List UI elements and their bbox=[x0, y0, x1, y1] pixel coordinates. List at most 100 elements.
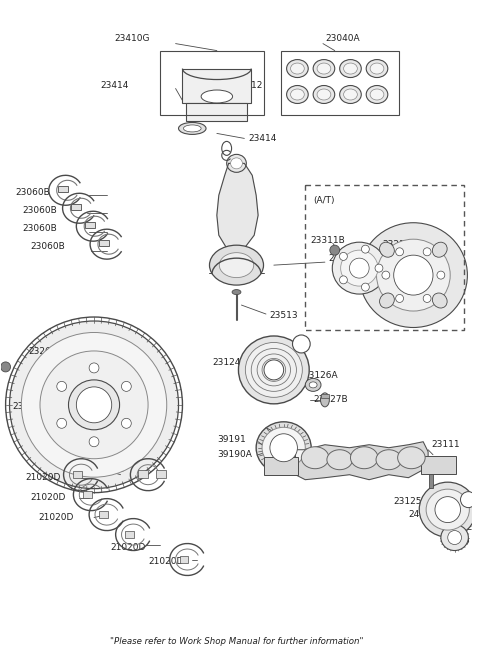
Ellipse shape bbox=[262, 427, 305, 468]
Text: 23060B: 23060B bbox=[22, 206, 57, 215]
Ellipse shape bbox=[340, 60, 361, 77]
Bar bbox=[99, 240, 109, 246]
Circle shape bbox=[0, 362, 11, 372]
Bar bbox=[160, 50, 264, 115]
Ellipse shape bbox=[245, 343, 302, 398]
Text: 23311B: 23311B bbox=[310, 236, 345, 245]
Text: 23414: 23414 bbox=[100, 81, 129, 90]
Circle shape bbox=[121, 381, 132, 392]
Ellipse shape bbox=[366, 60, 388, 77]
Circle shape bbox=[57, 381, 67, 392]
Text: A: A bbox=[299, 339, 304, 348]
Text: 39191: 39191 bbox=[217, 436, 246, 444]
Polygon shape bbox=[217, 163, 258, 248]
Ellipse shape bbox=[360, 223, 468, 328]
Ellipse shape bbox=[305, 379, 321, 392]
Ellipse shape bbox=[309, 382, 317, 388]
Circle shape bbox=[339, 276, 348, 284]
Polygon shape bbox=[296, 441, 428, 479]
Text: 21020D: 21020D bbox=[111, 543, 146, 552]
Ellipse shape bbox=[262, 358, 286, 381]
Ellipse shape bbox=[40, 351, 148, 458]
Ellipse shape bbox=[10, 321, 179, 489]
Ellipse shape bbox=[317, 89, 331, 100]
Text: 21020D: 21020D bbox=[25, 473, 60, 482]
Ellipse shape bbox=[376, 239, 450, 311]
Text: 21020D: 21020D bbox=[38, 513, 73, 522]
Circle shape bbox=[264, 360, 284, 380]
Circle shape bbox=[270, 434, 298, 462]
Ellipse shape bbox=[301, 447, 329, 469]
Ellipse shape bbox=[332, 242, 386, 294]
Ellipse shape bbox=[290, 63, 304, 74]
Ellipse shape bbox=[256, 422, 311, 474]
Text: 23125: 23125 bbox=[394, 497, 422, 506]
Ellipse shape bbox=[287, 86, 308, 103]
Ellipse shape bbox=[257, 354, 290, 386]
Bar bbox=[186, 103, 247, 121]
Ellipse shape bbox=[366, 86, 388, 103]
Text: 23111: 23111 bbox=[431, 440, 460, 449]
Ellipse shape bbox=[370, 63, 384, 74]
Circle shape bbox=[448, 531, 461, 544]
Circle shape bbox=[330, 245, 340, 255]
Text: 23211B: 23211B bbox=[382, 240, 417, 249]
Bar bbox=[58, 186, 68, 193]
Ellipse shape bbox=[376, 450, 402, 470]
Circle shape bbox=[382, 271, 390, 279]
Ellipse shape bbox=[380, 293, 395, 308]
Ellipse shape bbox=[227, 155, 246, 172]
Bar bbox=[83, 491, 92, 498]
Bar bbox=[72, 204, 81, 210]
Text: "Please refer to Work Shop Manual for further information": "Please refer to Work Shop Manual for fu… bbox=[110, 637, 363, 646]
Circle shape bbox=[423, 248, 431, 255]
Circle shape bbox=[121, 419, 132, 428]
Ellipse shape bbox=[183, 125, 201, 132]
Circle shape bbox=[361, 245, 369, 253]
Ellipse shape bbox=[313, 86, 335, 103]
Circle shape bbox=[394, 255, 433, 295]
Text: 23510: 23510 bbox=[328, 253, 357, 263]
Text: 23120: 23120 bbox=[441, 537, 469, 546]
Bar bbox=[182, 69, 251, 103]
Ellipse shape bbox=[341, 250, 378, 286]
Bar bbox=[125, 531, 134, 538]
Text: 23410G: 23410G bbox=[115, 34, 150, 43]
Bar bbox=[264, 457, 299, 475]
Bar bbox=[99, 511, 108, 517]
Bar bbox=[421, 456, 456, 474]
Circle shape bbox=[76, 387, 112, 422]
Bar bbox=[180, 555, 188, 563]
Text: 21030C: 21030C bbox=[89, 465, 124, 474]
Circle shape bbox=[396, 295, 404, 303]
Ellipse shape bbox=[432, 293, 447, 308]
Ellipse shape bbox=[380, 242, 395, 257]
Ellipse shape bbox=[219, 253, 254, 278]
Bar bbox=[85, 222, 95, 228]
Ellipse shape bbox=[321, 393, 329, 407]
Ellipse shape bbox=[350, 447, 378, 469]
Ellipse shape bbox=[397, 447, 425, 469]
Ellipse shape bbox=[419, 482, 476, 537]
Circle shape bbox=[460, 492, 476, 508]
Circle shape bbox=[437, 271, 445, 279]
Text: 23311A: 23311A bbox=[12, 402, 47, 411]
Bar bbox=[156, 470, 166, 477]
Circle shape bbox=[292, 335, 310, 353]
Text: 21020D: 21020D bbox=[148, 557, 183, 566]
Text: A: A bbox=[466, 495, 471, 504]
Text: 23260: 23260 bbox=[28, 347, 57, 356]
Bar bbox=[73, 471, 82, 477]
Ellipse shape bbox=[232, 290, 241, 295]
Ellipse shape bbox=[317, 63, 331, 74]
Text: 21020D: 21020D bbox=[30, 493, 66, 502]
Ellipse shape bbox=[251, 348, 297, 392]
Ellipse shape bbox=[432, 242, 447, 257]
Text: 23414: 23414 bbox=[248, 134, 276, 143]
Text: 23124B: 23124B bbox=[212, 358, 246, 367]
Text: (A/T): (A/T) bbox=[313, 196, 335, 205]
Circle shape bbox=[89, 437, 99, 447]
Text: 23060B: 23060B bbox=[22, 224, 57, 233]
Bar bbox=[321, 394, 329, 398]
Ellipse shape bbox=[209, 245, 264, 285]
